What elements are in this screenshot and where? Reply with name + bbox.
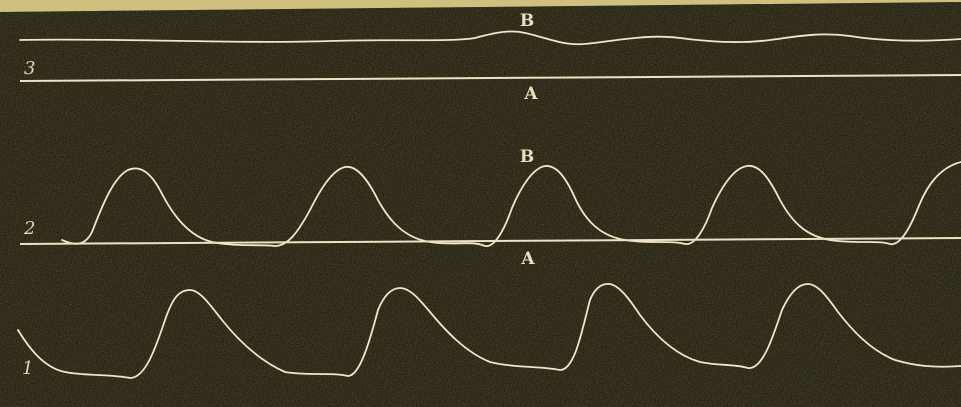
trace-2-wave [61, 161, 961, 247]
trace-1-number: 1 [22, 358, 33, 379]
trace-1-wave [17, 283, 961, 379]
trace-3-number: 3 [24, 58, 35, 79]
trace-3-baseline [19, 74, 961, 82]
trace-2-baseline [19, 237, 961, 245]
trace-2-lower-label: A [520, 249, 535, 269]
trace-3-upper-label: B [520, 11, 534, 31]
trace-2-upper-label: B [520, 147, 534, 167]
trace-3-upper-line [19, 30, 961, 46]
trace-2-number: 2 [23, 218, 35, 239]
trace-3-lower-label: A [523, 84, 538, 104]
